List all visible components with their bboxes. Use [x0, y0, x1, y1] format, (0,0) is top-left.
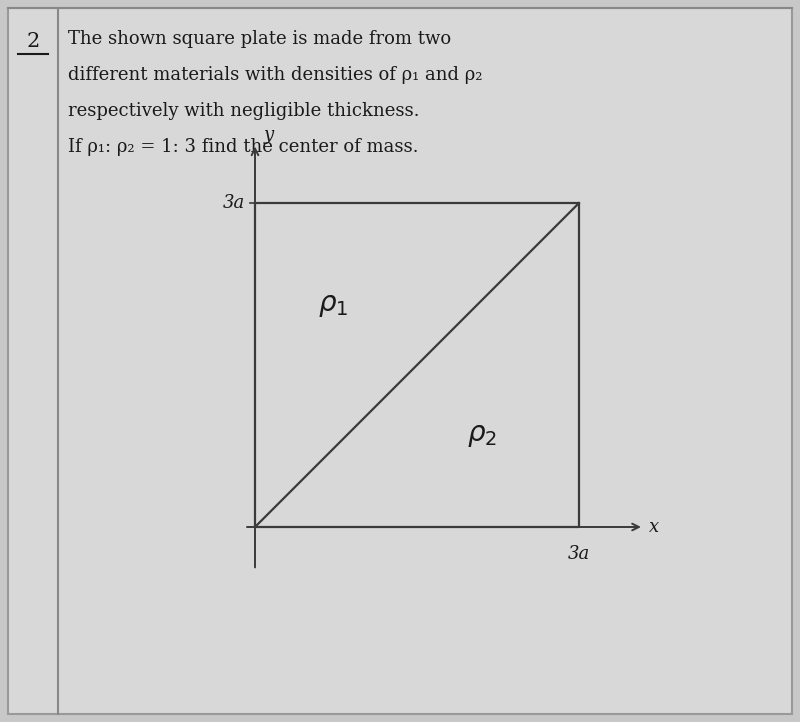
Text: x: x: [650, 518, 659, 536]
Text: If ρ₁: ρ₂ = 1: 3 find the center of mass.: If ρ₁: ρ₂ = 1: 3 find the center of mass…: [68, 138, 418, 156]
Text: $\rho_1$: $\rho_1$: [318, 292, 348, 319]
Text: different materials with densities of ρ₁ and ρ₂: different materials with densities of ρ₁…: [68, 66, 482, 84]
Text: 3a: 3a: [222, 194, 245, 212]
Text: $\rho_2$: $\rho_2$: [467, 422, 497, 448]
Text: respectively with negligible thickness.: respectively with negligible thickness.: [68, 102, 419, 120]
Text: 2: 2: [26, 32, 40, 51]
Text: y: y: [264, 126, 274, 144]
Text: 3a: 3a: [568, 545, 590, 563]
Text: The shown square plate is made from two: The shown square plate is made from two: [68, 30, 451, 48]
